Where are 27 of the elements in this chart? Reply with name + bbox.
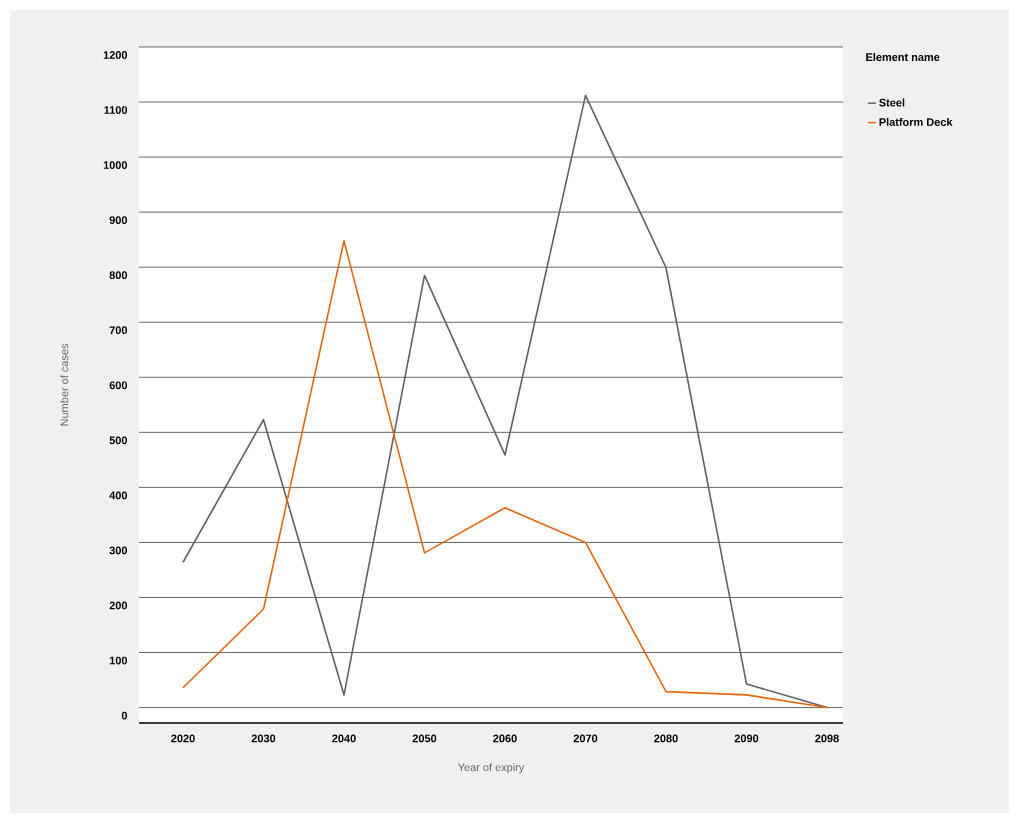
x-tick-label: 2070 (573, 734, 598, 743)
y-tick-label: 400 (109, 491, 128, 500)
y-tick-label: 1100 (104, 106, 128, 114)
legend-label: Platform Deck (879, 117, 953, 126)
legend-label: Steel (879, 98, 905, 107)
x-tick-label: 2020 (171, 734, 195, 743)
y-tick-label: 200 (109, 601, 128, 610)
y-tick-label: 600 (109, 381, 128, 390)
y-tick-label: 1200 (103, 51, 128, 59)
x-tick-label: 2030 (251, 734, 276, 743)
x-tick-label: 2050 (412, 734, 437, 743)
x-tick-label: 2080 (654, 734, 678, 743)
y-tick-label: 100 (109, 656, 128, 665)
y-axis-title: Number of cases (60, 343, 69, 426)
y-tick-label: 300 (109, 546, 128, 555)
legend-title: Element name (866, 52, 940, 62)
x-tick-label: 2098 (815, 734, 839, 743)
y-tick-label: 800 (109, 271, 128, 280)
y-tick-label: 0 (121, 711, 128, 720)
x-axis-title: Year of expiry (457, 763, 525, 774)
y-tick-label: 500 (109, 436, 128, 445)
y-tick-label: 700 (109, 326, 128, 335)
y-tick-label: 1000 (103, 161, 128, 169)
x-tick-label: 2060 (493, 734, 517, 743)
x-tick-label: 2040 (332, 734, 356, 743)
x-tick-label: 2090 (734, 734, 759, 743)
y-tick-label: 900 (109, 216, 128, 225)
